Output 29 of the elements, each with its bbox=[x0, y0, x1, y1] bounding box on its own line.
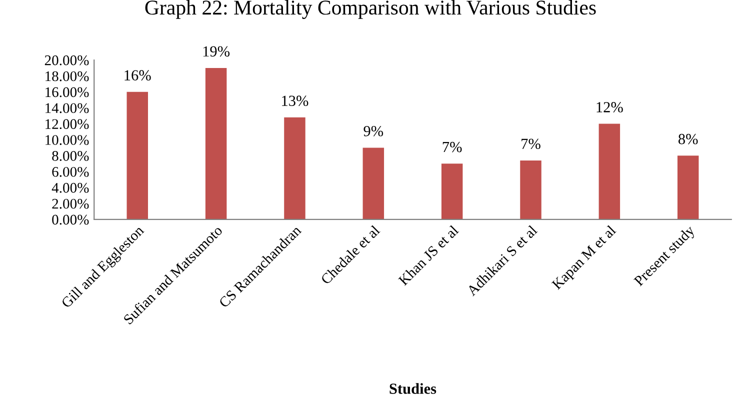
bar bbox=[520, 160, 542, 220]
data-label: 7% bbox=[442, 142, 462, 152]
y-tick-label: 18.00% bbox=[46, 71, 89, 82]
data-label: 16% bbox=[124, 70, 151, 81]
y-tick-label: 6.00% bbox=[52, 166, 89, 177]
data-label: 12% bbox=[596, 102, 623, 112]
bar bbox=[441, 164, 463, 220]
y-tick-label: 16.00% bbox=[46, 87, 89, 98]
y-tick-label: 0.00% bbox=[52, 214, 89, 225]
x-axis-title: Studies bbox=[390, 383, 436, 394]
data-label: 7% bbox=[522, 138, 540, 150]
y-tick-label: 10.00% bbox=[46, 135, 89, 145]
y-tick-label: 20.00% bbox=[44, 55, 89, 66]
bar bbox=[284, 117, 306, 220]
y-tick-label: 14.00% bbox=[46, 103, 89, 114]
bar bbox=[205, 68, 227, 220]
bar bbox=[598, 124, 620, 220]
y-tick-label: 12.00% bbox=[46, 119, 89, 130]
bar bbox=[677, 156, 699, 220]
chart-title: Graph 22: Mortality Comparison with Various Studies bbox=[145, 0, 596, 19]
y-tick-label: 8.00% bbox=[52, 151, 89, 161]
bar bbox=[362, 148, 384, 220]
data-label: 13% bbox=[282, 96, 308, 106]
y-tick-label: 2.00% bbox=[52, 198, 89, 209]
y-tick-label: 4.00% bbox=[52, 182, 89, 193]
data-label: 8% bbox=[678, 134, 698, 144]
data-label: 9% bbox=[364, 126, 384, 136]
data-label: 19% bbox=[203, 46, 230, 57]
bar bbox=[126, 92, 148, 220]
